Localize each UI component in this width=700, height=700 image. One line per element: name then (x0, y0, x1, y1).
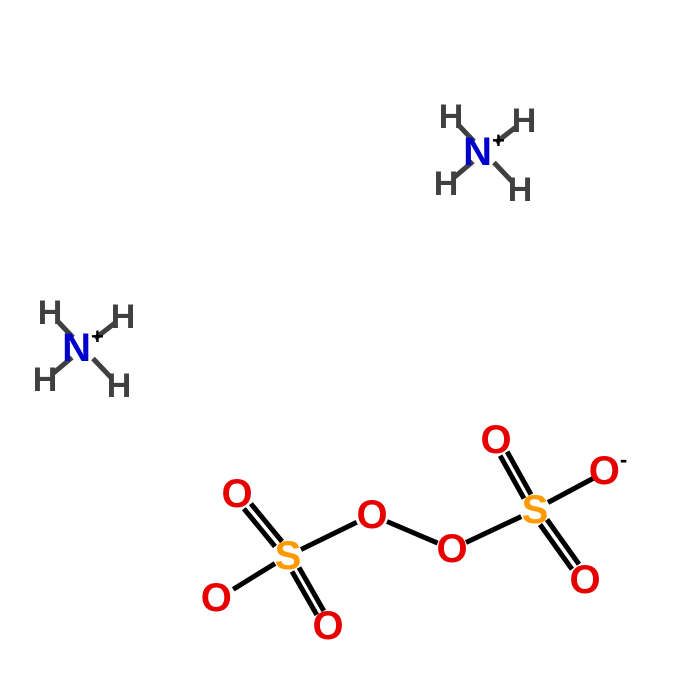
atom-N1: N+ (463, 132, 505, 172)
atom-H1d: H (508, 173, 533, 207)
atom-S2: S (522, 490, 549, 530)
bond (386, 519, 439, 545)
atom-N2: N+ (62, 328, 104, 368)
chemical-structure-diagram: N+HHHHN+HHHHSOOO-OOSOOO- (0, 0, 700, 700)
atom-O2a: O (480, 420, 511, 460)
bond (465, 514, 522, 544)
atom-H2d: H (107, 369, 132, 403)
atom-O1c: O- (201, 578, 239, 618)
atom-O1b: O (312, 606, 343, 646)
atom-H2c: H (33, 363, 58, 397)
atom-O_br1: O (356, 495, 387, 535)
atom-O1a: O (221, 474, 252, 514)
atom-S1: S (275, 536, 302, 576)
atom-O2b: O (569, 560, 600, 600)
atom-H1a: H (439, 100, 464, 134)
atom-O_br2: O (436, 529, 467, 569)
atom-H2a: H (38, 296, 63, 330)
atom-H1c: H (434, 167, 459, 201)
atom-H2b: H (111, 300, 136, 334)
atom-H1b: H (512, 104, 537, 138)
bond (300, 520, 358, 552)
atom-O2c: O- (589, 451, 627, 491)
